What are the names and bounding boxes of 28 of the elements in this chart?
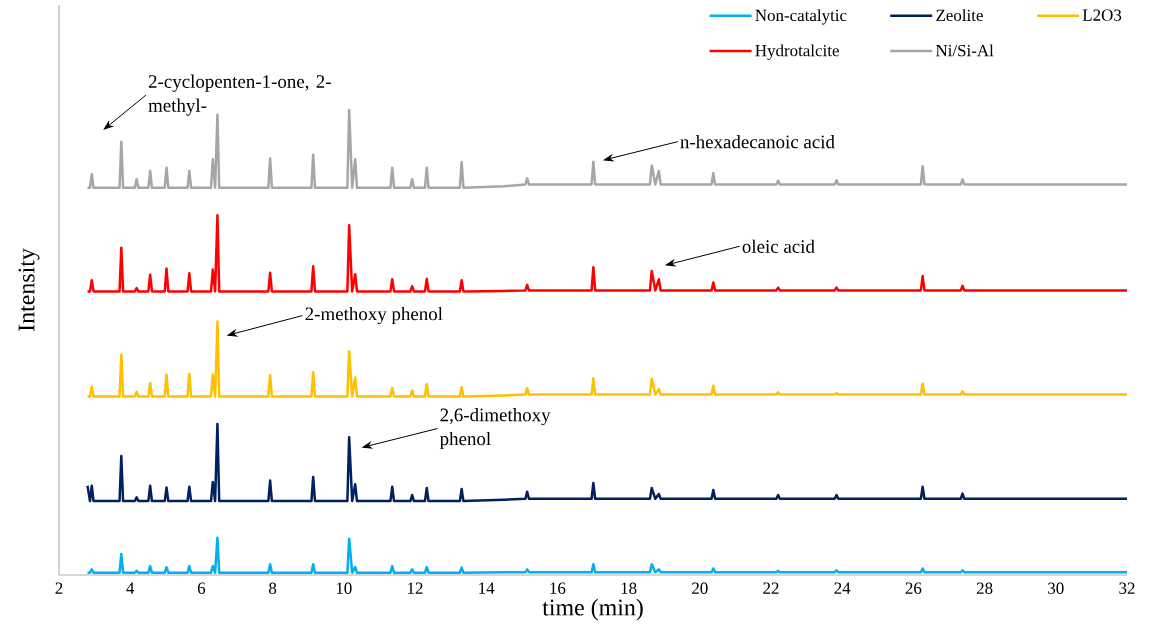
annotation: oleic acid (742, 239, 815, 253)
x-tick-label: 6 (197, 582, 206, 594)
legend-label: L2O3 (1082, 9, 1122, 21)
legend-label: Non-catalytic (755, 9, 847, 25)
annotation: 2-cyclopenten-1-one, 2-methyl- (148, 74, 331, 116)
x-axis-title: time (min) (542, 598, 643, 621)
x-tick-label: 8 (269, 582, 277, 594)
annotation: n-hexadecanoic acid (680, 135, 835, 149)
legend-label: Zeolite (936, 9, 983, 22)
annotation: 2-methoxy phenol (305, 306, 443, 325)
x-tick-label: 26 (905, 582, 922, 594)
annotation: 2,6-dimethoxy phenol (439, 408, 551, 450)
x-tick-label: 4 (126, 582, 135, 594)
x-tick-label: 12 (408, 582, 423, 594)
x-tick-label: 30 (1048, 582, 1064, 594)
x-tick-label: 16 (550, 582, 566, 594)
x-tick-label: 10 (336, 582, 352, 594)
x-tick-label: 28 (976, 582, 993, 594)
x-tick-label: 14 (479, 582, 495, 594)
x-tick-label: 24 (834, 582, 851, 594)
x-tick-label: 32 (1119, 582, 1135, 594)
x-tick-label: 22 (763, 582, 779, 594)
y-axis-title: Intensity (18, 248, 40, 331)
legend-label: Hydrotalcite (755, 44, 839, 60)
legend-label: Ni/Si-Al (935, 44, 994, 57)
x-tick-label: 18 (621, 582, 637, 594)
x-tick-label: 2 (55, 582, 63, 594)
x-tick-label: 20 (692, 582, 708, 594)
